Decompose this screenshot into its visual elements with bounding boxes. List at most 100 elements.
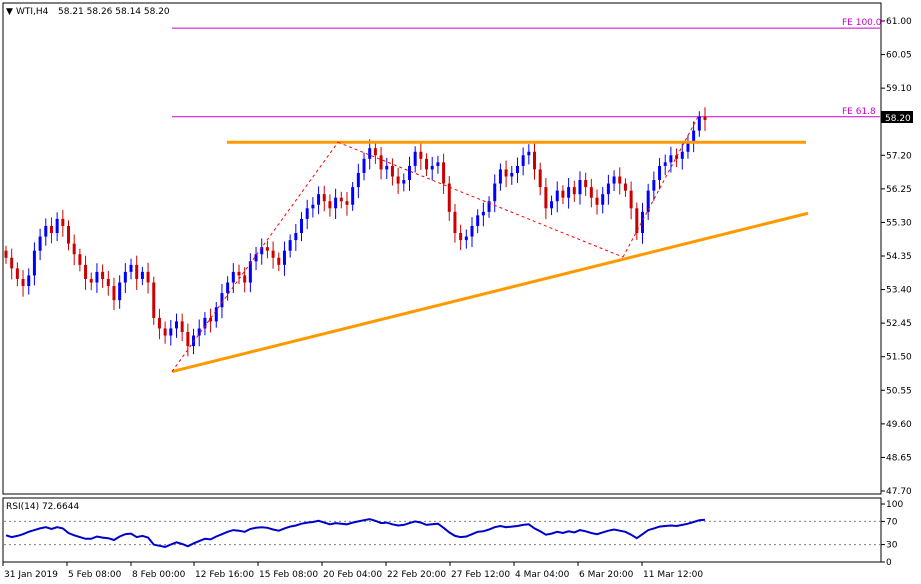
candle-body (101, 271, 105, 279)
candle-body (135, 264, 139, 279)
candle-body (78, 254, 82, 265)
candle-body (197, 328, 201, 336)
candle-body (72, 243, 76, 255)
candle-body (373, 148, 377, 156)
rsi-tick-label: 0 (886, 558, 892, 568)
candle-body (555, 190, 559, 202)
candle-body (21, 278, 25, 287)
price-tick-label: 49.60 (886, 420, 912, 430)
x-tick-label: 27 Feb 12:00 (451, 570, 510, 580)
candle-body (288, 240, 292, 251)
candle-body (27, 275, 31, 287)
candle-body (243, 275, 247, 283)
symbol-dropdown-icon[interactable]: ▼ (6, 7, 13, 17)
x-axis-group: 31 Jan 2019 5 Feb 08:00 8 Feb 00:00 12 Feb … (2, 562, 703, 580)
candle-body (95, 271, 99, 283)
candle-body (595, 197, 599, 205)
x-tick-label: 12 Feb 16:00 (195, 570, 254, 580)
price-tick-label: 53.40 (886, 286, 912, 296)
candle-body (663, 162, 667, 166)
candle-body (692, 130, 696, 142)
fe-level-label: FE 100.0 (842, 18, 882, 28)
candle-body (311, 204, 315, 209)
candle-body (368, 148, 372, 159)
price-tick-label: 50.55 (886, 386, 912, 396)
candle-body (521, 155, 525, 166)
candle-body (515, 165, 519, 173)
candle-body (640, 211, 644, 234)
candle-body (209, 317, 213, 322)
candle-body (413, 151, 417, 166)
candle-body (231, 271, 235, 283)
candle-body (44, 225, 48, 237)
candle-body (61, 218, 65, 226)
candle-body (146, 271, 150, 283)
candle-body (334, 197, 338, 209)
x-tick-label: 15 Feb 08:00 (259, 570, 318, 580)
candle-body (10, 257, 14, 269)
rsi-line (5, 518, 706, 548)
price-tag-bg (881, 111, 913, 123)
candle-body (4, 250, 8, 258)
candle-body (254, 254, 258, 262)
candle-body (140, 271, 144, 279)
candle-body (407, 165, 411, 181)
candle-body (106, 278, 110, 287)
candle-body (476, 215, 480, 226)
candle-body (390, 165, 394, 177)
x-tick-label: 31 Jan 2019 (4, 570, 58, 580)
candle-body (32, 250, 36, 276)
candle-body (646, 190, 650, 212)
candle-body (237, 271, 241, 276)
candle-body (362, 158, 366, 173)
candle-body (697, 116, 701, 131)
fe-level-group: FE 100.0 FE 61.8 (172, 18, 882, 118)
candle-body (629, 190, 633, 209)
candle-body (112, 286, 116, 301)
candle-body (481, 211, 485, 216)
candlestick-series (4, 107, 707, 357)
rsi-tick-label: 70 (886, 517, 898, 527)
candle-body (186, 331, 190, 347)
candle-body (527, 151, 531, 156)
candle-body (493, 183, 497, 202)
price-tick-label: 59.10 (886, 84, 912, 94)
candle-body (487, 201, 491, 212)
candle-body (680, 151, 684, 159)
x-tick-label: 22 Feb 20:00 (387, 570, 446, 580)
price-tick-label: 54.35 (886, 252, 912, 262)
candle-body (589, 187, 593, 198)
price-tick-label: 51.50 (886, 353, 912, 363)
candle-body (447, 183, 451, 212)
candle-body (317, 194, 321, 205)
candle-body (498, 169, 502, 184)
candle-body (612, 176, 616, 184)
candle-body (533, 151, 537, 170)
candle-body (561, 190, 565, 198)
candle-body (652, 180, 656, 191)
candle-body (123, 271, 127, 283)
candle-body (584, 180, 588, 188)
candle-body (578, 180, 582, 195)
candle-body (464, 236, 468, 241)
candle-body (606, 183, 610, 195)
price-panel (2, 2, 882, 495)
candle-body (669, 155, 673, 163)
candle-body (129, 264, 133, 272)
candle-body (163, 328, 167, 336)
candle-body (470, 225, 474, 237)
x-tick-label: 8 Feb 00:00 (132, 570, 186, 580)
candle-body (277, 257, 281, 265)
candle-body (322, 194, 326, 202)
zigzag-segment (622, 116, 699, 258)
candle-body (84, 264, 88, 279)
candle-body (635, 208, 639, 234)
symbol-label: WTI,H4 (16, 7, 49, 17)
candle-body (49, 225, 53, 234)
candle-body (260, 247, 264, 255)
candle-body (356, 172, 360, 188)
candle-body (459, 233, 463, 241)
candle-body (55, 218, 59, 234)
candle-body (214, 307, 218, 322)
price-tick-label: 60.05 (886, 51, 912, 61)
